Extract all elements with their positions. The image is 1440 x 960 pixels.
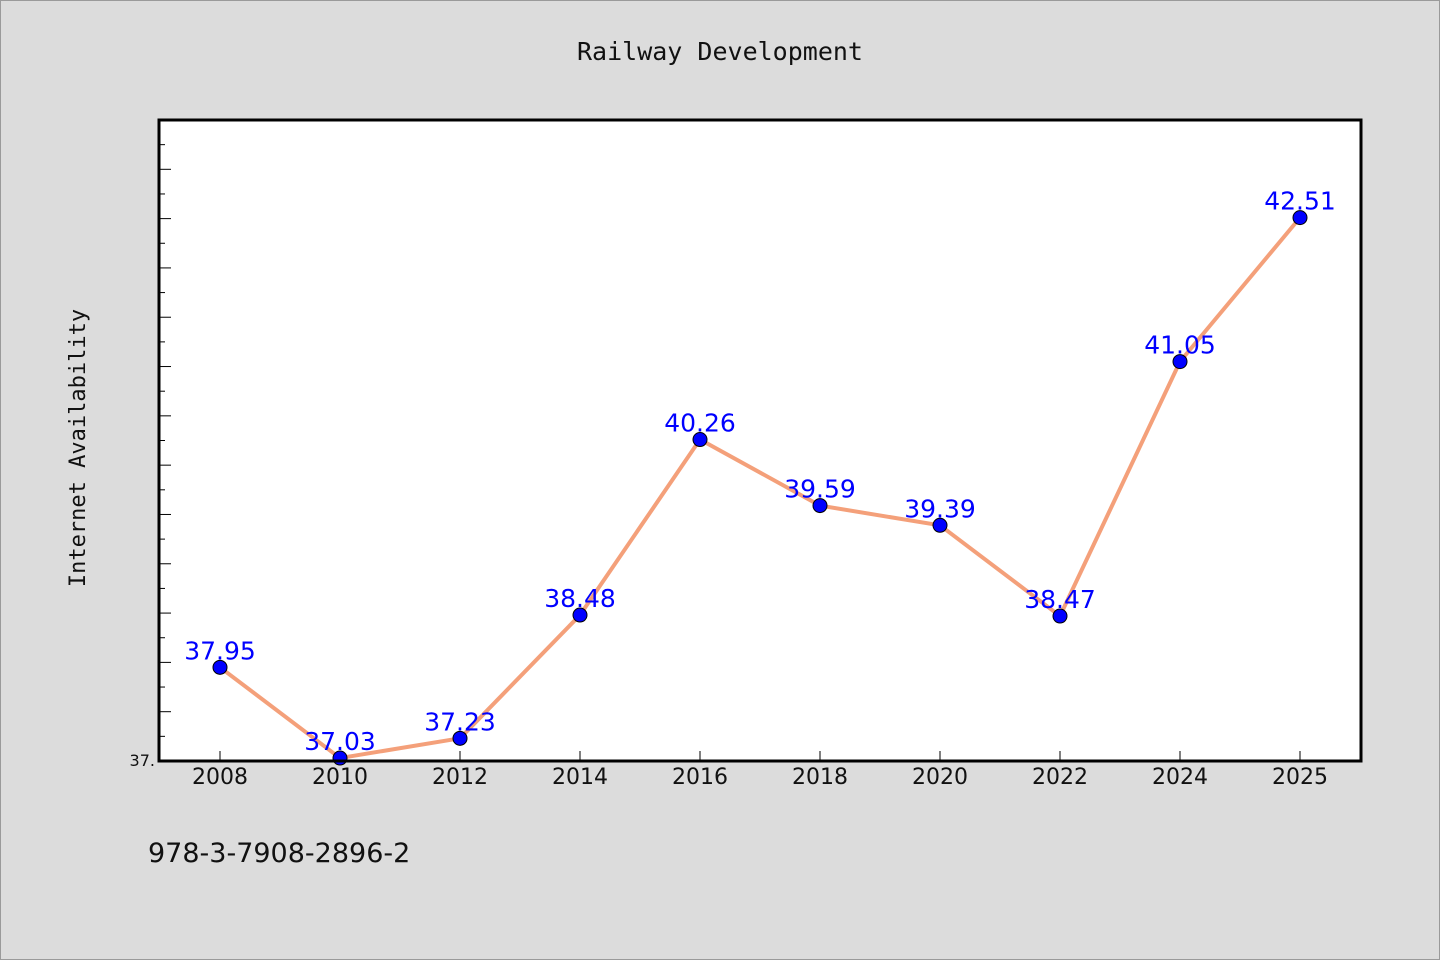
data-point: [452, 730, 468, 746]
data-label: 39.59: [784, 475, 856, 504]
x-tick-label: 2016: [672, 765, 728, 790]
x-tick-label: 2018: [792, 765, 848, 790]
series-line-layer: [218, 216, 1302, 761]
x-axis-ticks: 2008 2010 2012 2014 2016 2018 2020 2022 2024 2025: [192, 751, 1328, 790]
x-tick-label: 2020: [912, 765, 968, 790]
x-tick-label: 2024: [1152, 765, 1208, 790]
x-tick-label: 2010: [312, 765, 368, 790]
series-line: [218, 216, 1302, 761]
y-tick-label: 37.: [130, 751, 155, 770]
data-label: 41.05: [1144, 331, 1216, 360]
chart-title: Railway Development: [577, 37, 863, 66]
data-point: [932, 517, 948, 533]
data-point: [1052, 608, 1068, 624]
data-label: 37.95: [184, 636, 256, 665]
data-label: 42.51: [1264, 187, 1336, 216]
x-tick-label: 2008: [192, 765, 248, 790]
x-tick-label: 2014: [552, 765, 608, 790]
data-label: 40.26: [664, 409, 736, 438]
plot-border: [157, 118, 1363, 763]
data-point: [572, 607, 588, 623]
x-tick-label: 2012: [432, 765, 488, 790]
data-label: 37.03: [304, 727, 376, 756]
plot-area: [159, 120, 1361, 761]
x-tick-label: 2022: [1032, 765, 1088, 790]
data-point: [692, 432, 708, 448]
data-label: 37.23: [424, 707, 496, 736]
data-label-layer: 37.95 37.03 37.23 38.48 40.26 39.59 39.39 38.47…: [184, 187, 1336, 756]
data-label: 38.47: [1024, 585, 1096, 614]
data-label: 38.48: [544, 584, 616, 613]
x-tick-label: 2025: [1272, 765, 1328, 790]
data-point: [1172, 354, 1188, 370]
y-axis-label: Internet Availability: [66, 309, 91, 587]
data-label: 39.39: [904, 494, 976, 523]
data-point: [812, 498, 828, 514]
data-point: [212, 659, 228, 675]
data-point: [1292, 210, 1308, 226]
isbn-text: 978-3-7908-2896-2: [148, 838, 410, 869]
